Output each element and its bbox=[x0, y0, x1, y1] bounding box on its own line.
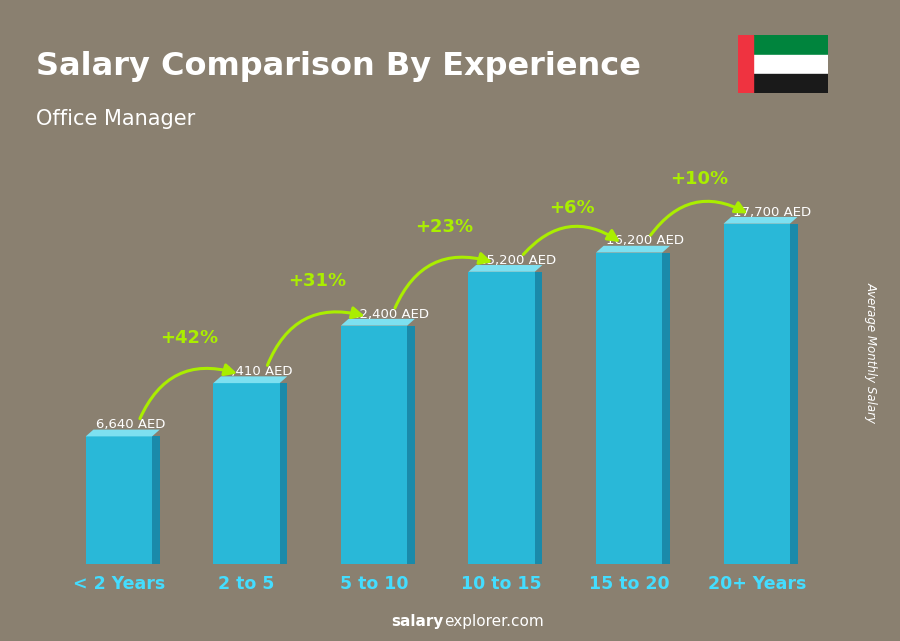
Polygon shape bbox=[724, 224, 790, 564]
Bar bbox=[753, 54, 828, 74]
Text: +42%: +42% bbox=[160, 329, 219, 347]
Polygon shape bbox=[152, 437, 159, 564]
Polygon shape bbox=[468, 265, 543, 272]
Text: +10%: +10% bbox=[670, 170, 729, 188]
Text: 12,400 AED: 12,400 AED bbox=[351, 308, 428, 320]
Text: +6%: +6% bbox=[549, 199, 595, 217]
Text: Average Monthly Salary: Average Monthly Salary bbox=[865, 282, 878, 423]
Polygon shape bbox=[86, 429, 159, 437]
Polygon shape bbox=[280, 383, 287, 564]
Polygon shape bbox=[724, 217, 797, 224]
Text: +31%: +31% bbox=[288, 272, 346, 290]
Polygon shape bbox=[468, 272, 535, 564]
Text: 15,200 AED: 15,200 AED bbox=[479, 254, 556, 267]
Polygon shape bbox=[213, 376, 287, 383]
Text: Office Manager: Office Manager bbox=[36, 109, 195, 129]
Polygon shape bbox=[596, 253, 662, 564]
Polygon shape bbox=[213, 383, 280, 564]
Polygon shape bbox=[662, 253, 670, 564]
Text: Salary Comparison By Experience: Salary Comparison By Experience bbox=[36, 51, 641, 82]
Text: 16,200 AED: 16,200 AED bbox=[606, 235, 684, 247]
Text: 6,640 AED: 6,640 AED bbox=[95, 419, 165, 431]
Bar bbox=[738, 35, 753, 93]
Text: 17,700 AED: 17,700 AED bbox=[734, 206, 812, 219]
Polygon shape bbox=[596, 246, 670, 253]
Polygon shape bbox=[535, 272, 543, 564]
Bar bbox=[753, 74, 828, 93]
Polygon shape bbox=[790, 224, 797, 564]
Text: +23%: +23% bbox=[416, 218, 473, 236]
Text: salary: salary bbox=[392, 615, 444, 629]
Text: explorer.com: explorer.com bbox=[444, 615, 544, 629]
Polygon shape bbox=[341, 319, 415, 326]
Polygon shape bbox=[407, 326, 415, 564]
Polygon shape bbox=[341, 326, 407, 564]
Text: 9,410 AED: 9,410 AED bbox=[223, 365, 292, 378]
Polygon shape bbox=[86, 437, 152, 564]
Bar bbox=[753, 35, 828, 54]
